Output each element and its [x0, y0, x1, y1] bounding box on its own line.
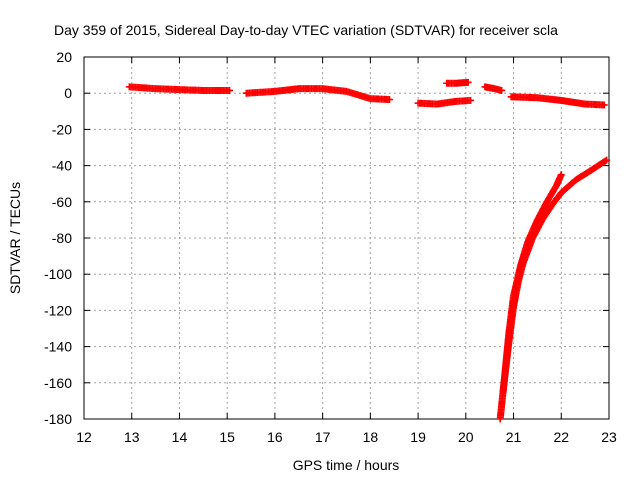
- data-point: [464, 78, 472, 86]
- y-tick-label: -20: [52, 121, 72, 137]
- y-tick-label: 20: [56, 49, 72, 65]
- x-tick-labels: 12 13 14 15 16 17 18 19 20 21 22 23: [76, 429, 617, 445]
- series-arc-1: [125, 83, 234, 94]
- x-tick-label: 22: [553, 429, 569, 445]
- x-tick-label: 16: [267, 429, 283, 445]
- x-tick-label: 12: [76, 429, 92, 445]
- x-tick-label: 18: [363, 429, 379, 445]
- data-point: [603, 156, 611, 164]
- y-tick-label: -120: [44, 302, 72, 318]
- series-arc-3: [414, 96, 475, 108]
- series-arc-8: [499, 156, 611, 396]
- chart-title: Day 359 of 2015, Sidereal Day-to-day VTE…: [54, 22, 558, 38]
- x-tick-label: 17: [315, 429, 331, 445]
- y-tick-labels: 20 0 -20 -40 -60 -80 -100 -120 -140 -160 -180: [44, 49, 72, 427]
- x-tick-label: 13: [124, 429, 140, 445]
- series-arc-5: [481, 83, 506, 94]
- y-tick-label: -180: [44, 411, 72, 427]
- grid: [84, 57, 609, 419]
- y-tick-label: -60: [52, 194, 72, 210]
- y-axis-title: SDTVAR / TECUs: [7, 182, 23, 294]
- data-point: [467, 96, 475, 104]
- y-tick-label: -140: [44, 339, 72, 355]
- x-tick-label: 19: [410, 429, 426, 445]
- series-arc-2: [242, 85, 393, 104]
- x-tick-label: 14: [172, 429, 188, 445]
- x-tick-label: 20: [458, 429, 474, 445]
- x-tick-label: 15: [219, 429, 235, 445]
- plot-frame: [83, 56, 610, 420]
- x-axis-title: GPS time / hours: [293, 457, 400, 473]
- y-tick-label: -80: [52, 230, 72, 246]
- data-point: [385, 96, 393, 104]
- x-tick-label: 21: [506, 429, 522, 445]
- data-point: [600, 101, 608, 109]
- series-arc-4: [443, 78, 472, 87]
- data-point: [498, 86, 506, 94]
- data-point: [226, 86, 234, 94]
- x-tick-label: 23: [601, 429, 617, 445]
- series-arc-6: [507, 93, 608, 109]
- y-tick-label: -100: [44, 266, 72, 282]
- data-point: [601, 157, 609, 165]
- y-tick-label: -40: [52, 158, 72, 174]
- data-point: [557, 171, 565, 179]
- data-points: [125, 78, 611, 423]
- y-tick-label: 0: [64, 85, 72, 101]
- y-tick-label: -160: [44, 375, 72, 391]
